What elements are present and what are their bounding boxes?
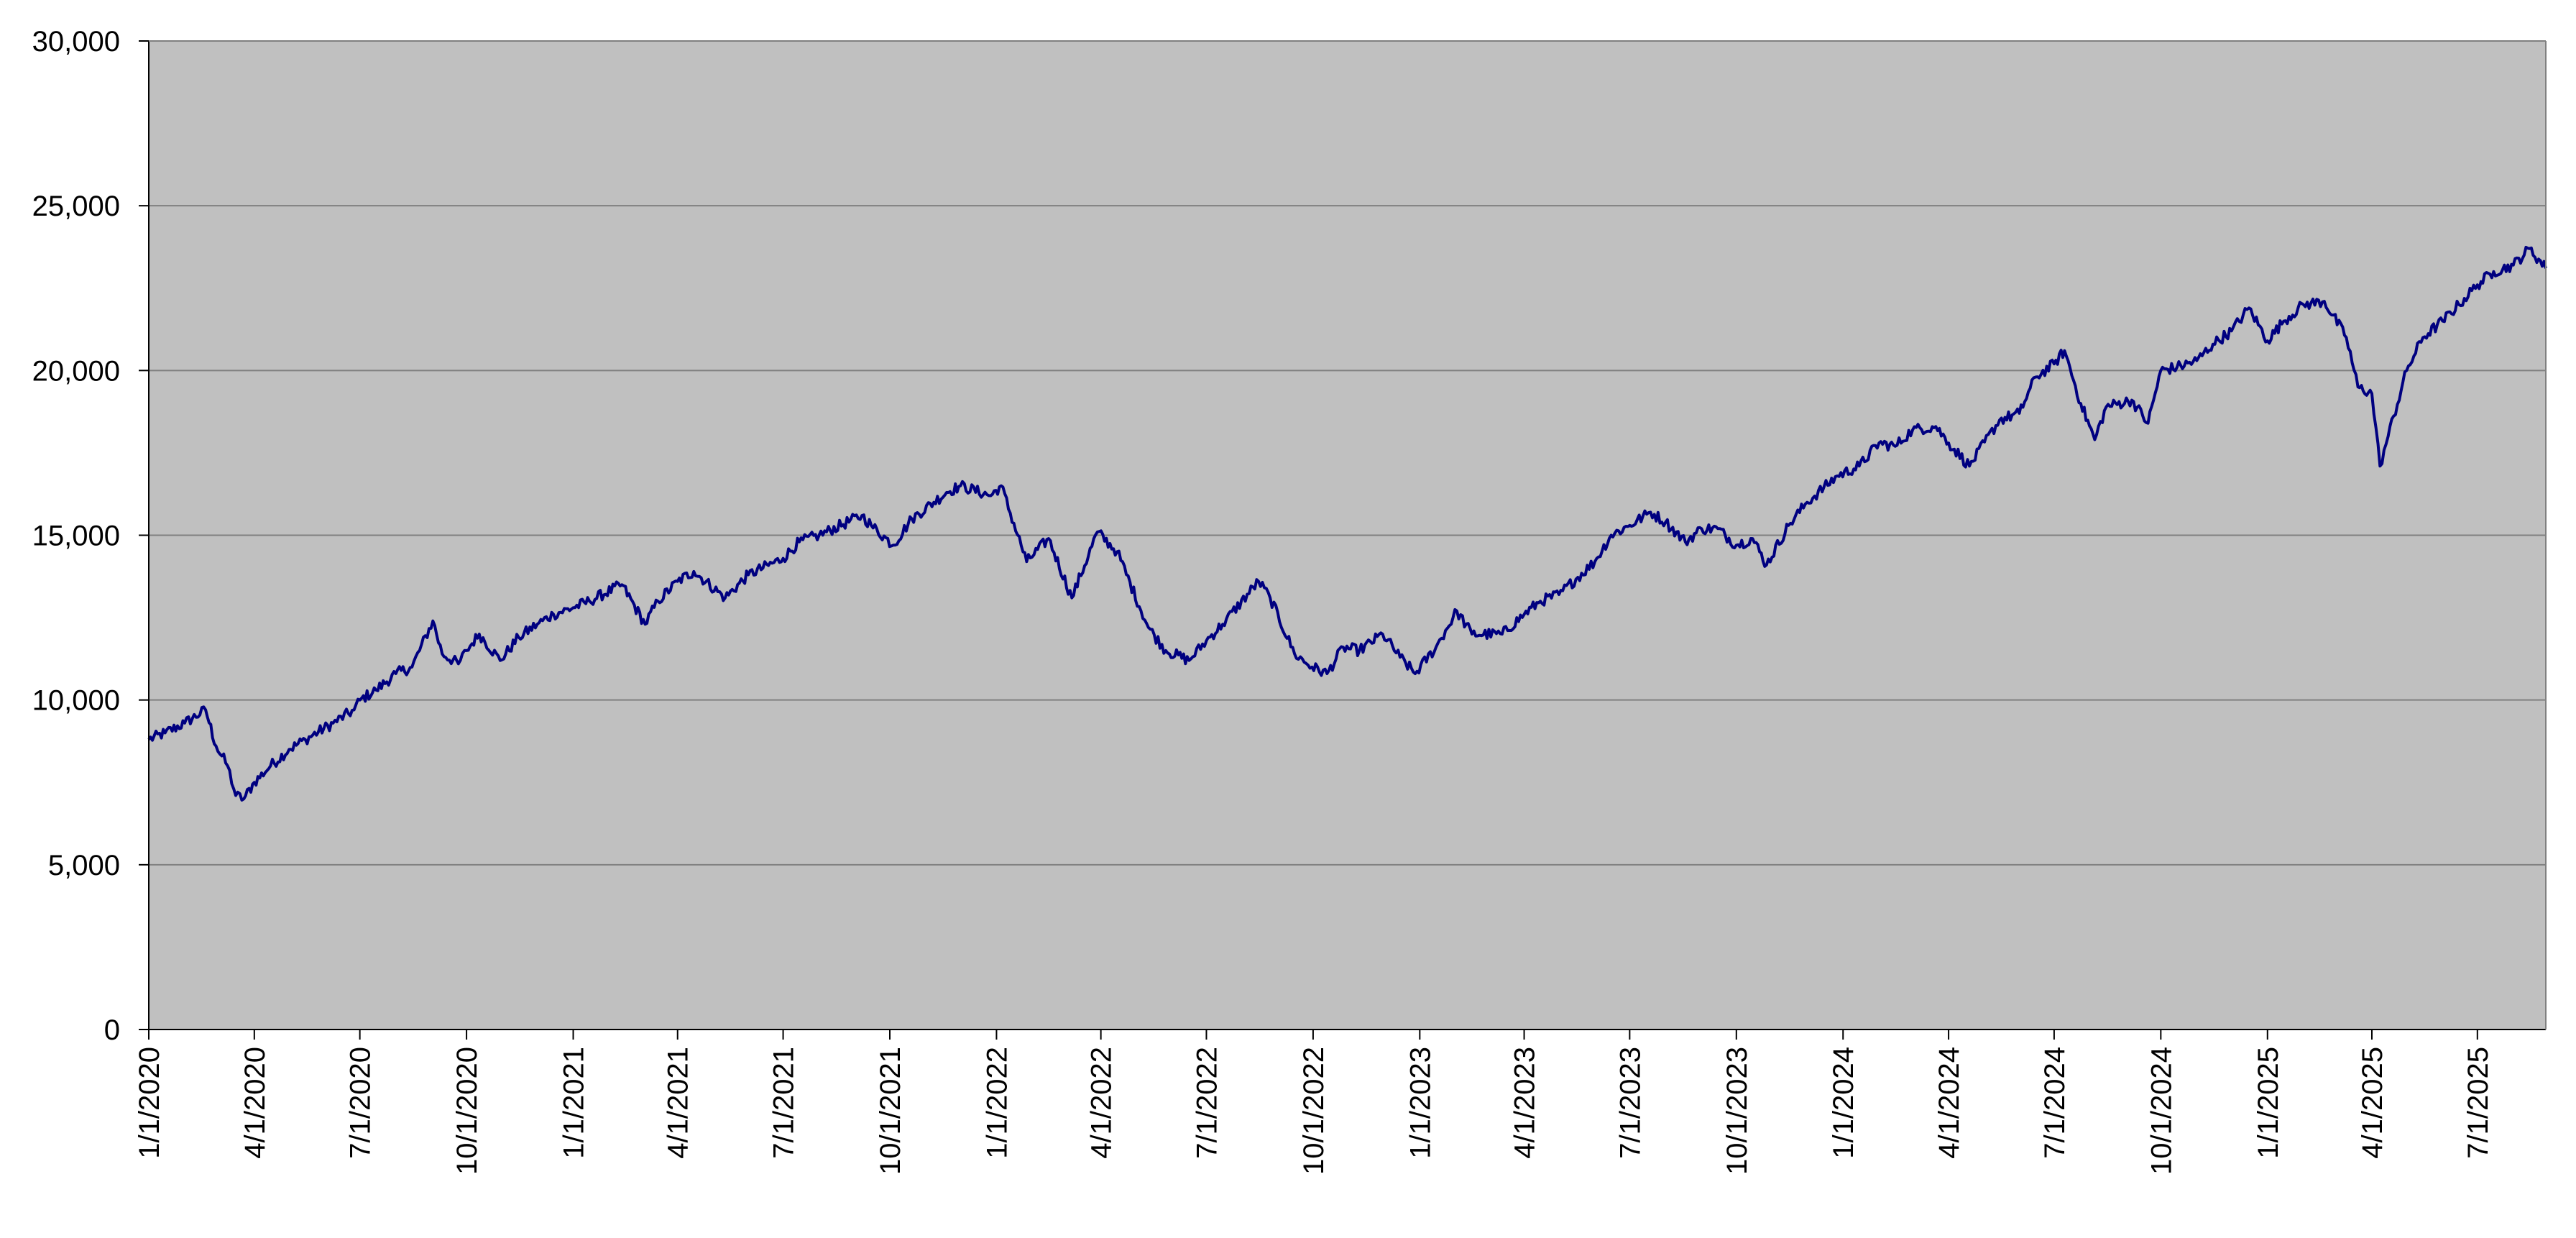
x-tick-label: 10/1/2024	[2145, 1047, 2177, 1175]
x-tick-label: 7/1/2022	[1191, 1047, 1223, 1159]
x-tick-label: 1/1/2023	[1404, 1047, 1436, 1159]
x-tick-label: 10/1/2020	[451, 1047, 483, 1175]
x-tick-label: 1/1/2025	[2253, 1047, 2284, 1159]
series-line	[147, 245, 2547, 802]
x-tick-label: 4/1/2025	[2357, 1047, 2388, 1159]
grid-lines	[149, 205, 2546, 866]
axes	[139, 40, 2547, 1040]
x-tick-label: 1/1/2020	[134, 1047, 165, 1159]
y-tick-label: 10,000	[32, 685, 120, 717]
x-tick-label: 4/1/2022	[1086, 1047, 1118, 1159]
y-axis-tick-labels: 0 5,000 10,000 15,000 20,000 25,000 30,000	[32, 26, 120, 1046]
x-tick-label: 1/1/2021	[558, 1047, 590, 1159]
y-tick-label: 15,000	[32, 521, 120, 552]
x-tick-label: 1/1/2022	[981, 1047, 1013, 1159]
x-tick-label: 10/1/2023	[1721, 1047, 1753, 1175]
x-tick-label: 4/1/2024	[1933, 1047, 1965, 1159]
x-tick-label: 10/1/2021	[875, 1047, 906, 1175]
y-tick-label: 5,000	[48, 850, 120, 881]
x-tick-label: 1/1/2024	[1828, 1047, 1859, 1159]
x-tick-label: 7/1/2024	[2039, 1047, 2071, 1159]
x-axis-tick-labels: 1/1/2020 4/1/2020 7/1/2020 10/1/2020 1/1/202…	[134, 1047, 2494, 1175]
y-tick-label: 20,000	[32, 355, 120, 387]
x-tick-label: 7/1/2025	[2462, 1047, 2494, 1159]
y-tick-label: 0	[104, 1014, 120, 1046]
x-tick-label: 7/1/2021	[768, 1047, 800, 1159]
y-tick-label: 25,000	[32, 191, 120, 222]
x-tick-label: 10/1/2022	[1298, 1047, 1330, 1175]
x-tick-label: 4/1/2021	[663, 1047, 694, 1159]
x-tick-label: 7/1/2023	[1614, 1047, 1646, 1159]
x-tick-label: 4/1/2023	[1509, 1047, 1541, 1159]
x-tick-label: 4/1/2020	[239, 1047, 271, 1159]
y-tick-label: 30,000	[32, 26, 120, 58]
x-tick-label: 7/1/2020	[345, 1047, 377, 1159]
